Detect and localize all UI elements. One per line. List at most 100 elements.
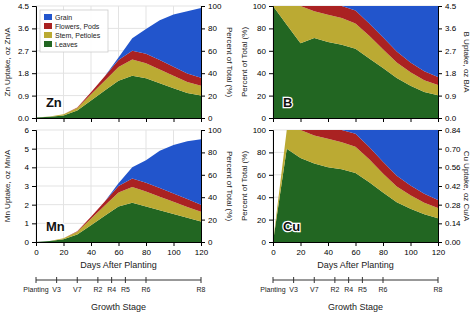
tick-label: 20 (208, 92, 217, 101)
tick-mark (174, 242, 175, 246)
tick: 20 (297, 242, 306, 257)
stage-tick (362, 277, 363, 283)
stage-tick (201, 277, 202, 283)
panel-label: Mn (46, 219, 65, 234)
tick-label: 0 (262, 114, 267, 123)
tick-label: 120 (432, 248, 446, 257)
tick: 0 (25, 238, 36, 247)
tick: 0.0 (438, 114, 457, 123)
tick-label: 1 (25, 219, 30, 228)
tick-mark (201, 130, 205, 131)
tick: 2 (25, 201, 36, 210)
tick: 0 (201, 114, 213, 123)
tick-mark (269, 152, 273, 153)
tick-mark (32, 149, 36, 150)
stage-line (36, 280, 201, 281)
y-axis: 020406080100 (253, 2, 274, 123)
axis-line (274, 243, 439, 247)
tick-mark (438, 51, 442, 52)
tick-mark (201, 118, 205, 119)
tick-label: 20 (257, 216, 266, 225)
stage-tick (36, 277, 37, 283)
tick-label: 100 (167, 248, 181, 257)
plot-background (273, 6, 438, 118)
tick-mark (411, 118, 412, 122)
tick (328, 118, 329, 122)
axis-line (439, 7, 443, 119)
tick: 60 (201, 47, 217, 56)
tick: 20 (60, 242, 69, 257)
stage-row: PlantingV3V7R2R4R5R6R8Growth Stage (23, 277, 205, 312)
tick-label: 0.56 (445, 163, 461, 172)
tick-label: 60 (257, 171, 266, 180)
tick: 0.14 (438, 219, 461, 228)
tick: 20 (201, 92, 217, 101)
tick-label: 0.28 (445, 201, 461, 210)
tick: 80 (379, 242, 388, 257)
tick-mark (301, 242, 302, 246)
stage-title: Growth Stage (91, 302, 146, 312)
tick: 60 (257, 171, 273, 180)
tick-label: 0 (25, 238, 30, 247)
tick-label: 5 (25, 145, 30, 154)
axis-line (269, 131, 274, 243)
tick-label: 20 (60, 248, 69, 257)
tick-label: 6 (25, 126, 30, 135)
tick-mark (383, 118, 384, 122)
y2-axis: 0.00.91.82.73.64.5 (438, 2, 457, 123)
stage-row: PlantingV3V7R2R4R5R6R8Growth Stage (260, 277, 442, 312)
marks (273, 6, 438, 118)
tick-label: 20 (297, 248, 306, 257)
stage-tick (125, 277, 126, 283)
stage-tick (383, 277, 384, 283)
tick-mark (91, 118, 92, 122)
tick: 60 (201, 171, 217, 180)
tick: 40 (201, 193, 217, 202)
marks (36, 8, 201, 118)
grid (273, 130, 438, 242)
y2-axis: 020406080100 (201, 126, 222, 247)
tick: 40 (324, 242, 333, 257)
stage-label: R8 (197, 286, 206, 293)
tick-mark (146, 118, 147, 122)
tick: 80 (257, 24, 273, 33)
tick-mark (438, 130, 442, 131)
tick-label: 100 (208, 126, 222, 135)
stage-tick (293, 277, 294, 283)
tick: 100 (167, 242, 181, 257)
panel: 0204060801001200204060801000.000.140.280… (240, 126, 471, 270)
legend-item: Leaves (44, 41, 78, 48)
tick-label: 0 (208, 238, 213, 247)
tick: 100 (201, 2, 222, 11)
plot-background (273, 130, 438, 242)
tick-mark (383, 242, 384, 246)
tick-mark (269, 28, 273, 29)
tick-mark (201, 175, 205, 176)
panel-label: Zn (46, 95, 62, 110)
legend-swatch (44, 41, 52, 47)
tick-label: 60 (208, 47, 217, 56)
axis-line (32, 7, 37, 119)
tick: 0 (262, 238, 273, 247)
tick: 40 (257, 193, 273, 202)
tick-label: 80 (208, 24, 217, 33)
stage-label: R5 (121, 286, 130, 293)
tick: 0 (262, 114, 273, 123)
tick-mark (32, 51, 36, 52)
tick-label: 80 (257, 24, 266, 33)
legend-swatch (44, 14, 52, 20)
marks (273, 130, 438, 242)
x-axis: 020406080100120 (271, 242, 445, 257)
stage-tick (334, 277, 335, 283)
legend-swatch (44, 23, 52, 29)
stage-line (273, 280, 438, 281)
tick: 4.5 (438, 2, 457, 11)
tick-mark (32, 205, 36, 206)
area (273, 6, 438, 118)
tick-mark (174, 118, 175, 122)
tick: 2.7 (18, 47, 36, 56)
grid-line (36, 6, 201, 7)
axis-line (202, 7, 206, 119)
tick-mark (269, 242, 273, 243)
tick: 40 (87, 242, 96, 257)
